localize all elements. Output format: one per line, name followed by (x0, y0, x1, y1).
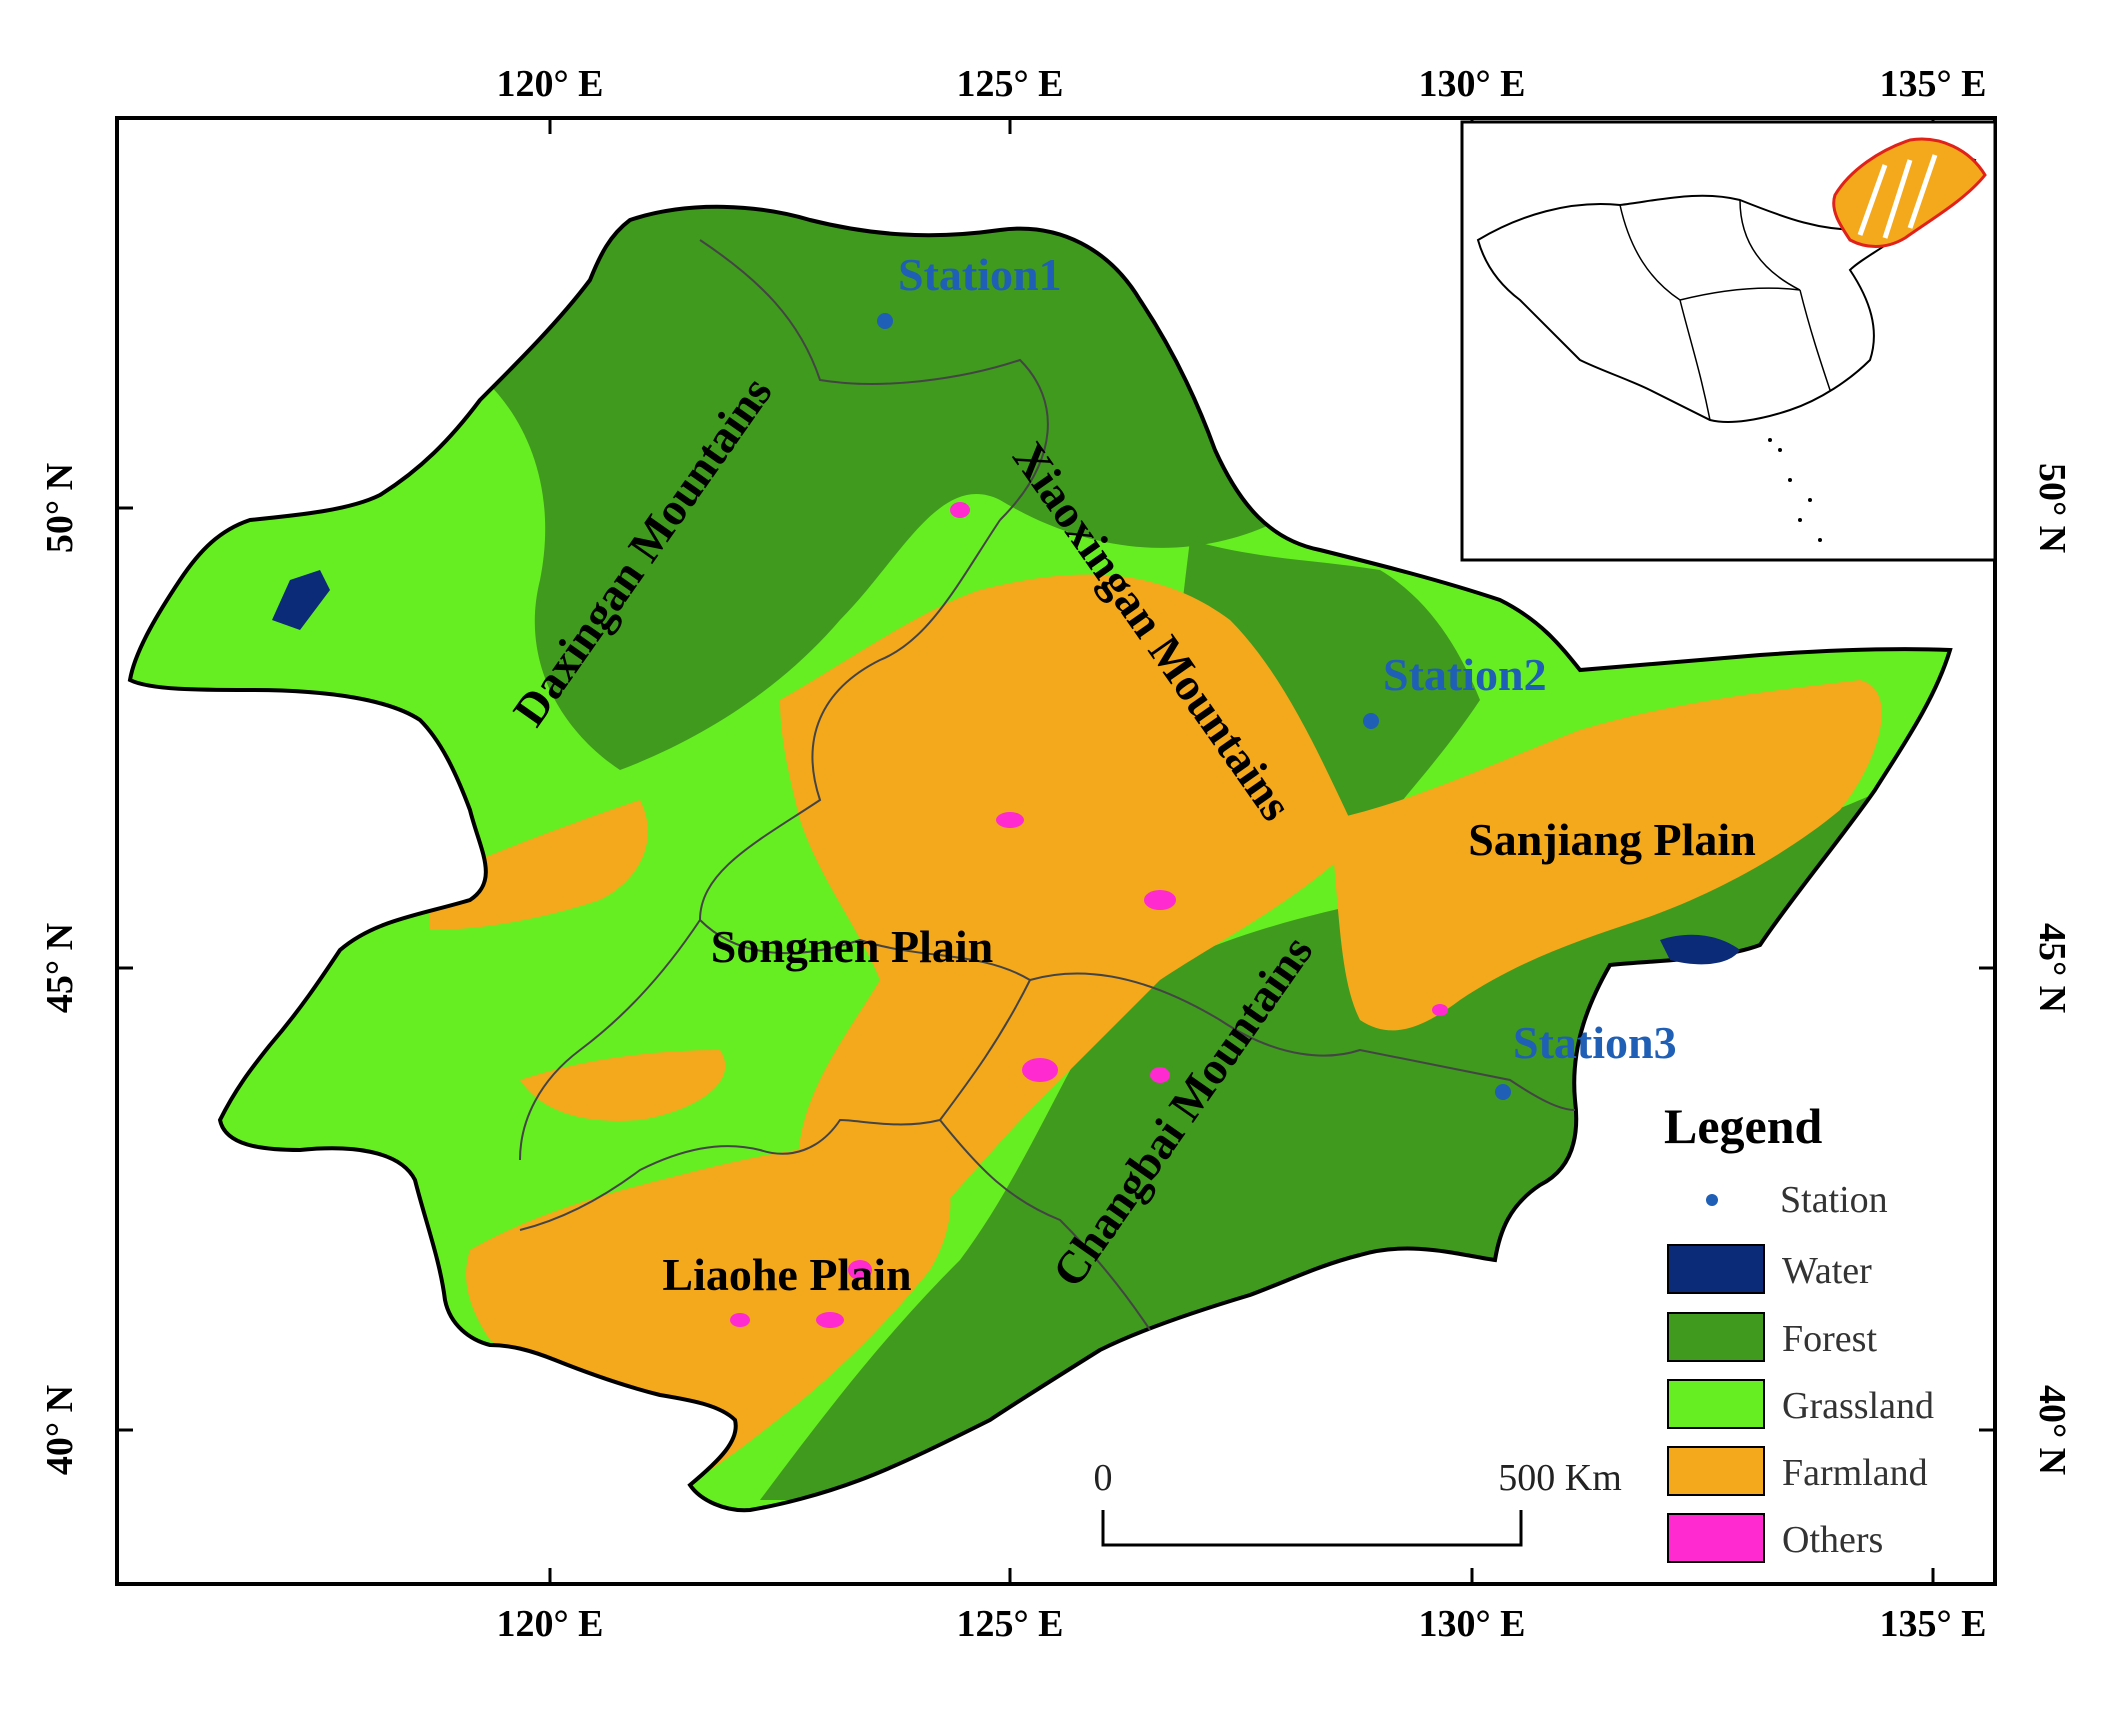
land-outline (127, 204, 1953, 1513)
lon-label-top: 130° E (1418, 63, 1525, 105)
legend: Legend Station Water Forest Grassland Fa… (1664, 1098, 1934, 1563)
china-internal-boundaries (1619, 199, 1831, 421)
legend-label-others: Others (1782, 1519, 1883, 1561)
forest-north (460, 206, 1280, 770)
station-label-1: Station1 (898, 249, 1062, 300)
station-label-3: Station3 (1513, 1017, 1677, 1068)
legend-title: Legend (1664, 1098, 1823, 1154)
farmland-sanjiang (1330, 680, 1882, 1031)
farmland-liaohe (466, 1140, 951, 1502)
northeast-china-highlight (1832, 137, 1987, 248)
lat-label-left: 45° N (39, 923, 81, 1013)
lat-label-right: 45° N (2031, 923, 2073, 1013)
region-label-songnen: Songnen Plain (711, 921, 994, 972)
inset-map (1460, 120, 1997, 562)
legend-swatch-farmland (1667, 1446, 1765, 1496)
station-marker (877, 313, 893, 329)
region-label-liaohe: Liaohe Plain (662, 1249, 911, 1300)
farmland-southwest (520, 1050, 726, 1121)
region-label-sanjiang: Sanjiang Plain (1468, 814, 1756, 865)
station-marker (1363, 713, 1379, 729)
legend-label-grassland: Grassland (1782, 1385, 1934, 1427)
lat-label-right: 40° N (2031, 1385, 2073, 1475)
lon-label-bottom: 125° E (956, 1603, 1063, 1645)
scale-bar-end: 500 Km (1498, 1457, 1622, 1499)
legend-swatch-others (1667, 1513, 1765, 1563)
lat-label-left: 50° N (39, 463, 81, 553)
scale-bar: 0 500 Km (1094, 1457, 1622, 1547)
lon-label-top: 125° E (956, 63, 1063, 105)
hulun-lake (272, 570, 330, 630)
others-patches (730, 502, 1448, 1328)
legend-swatch-forest (1667, 1312, 1765, 1362)
legend-station-label: Station (1780, 1179, 1888, 1221)
scale-bar-start: 0 (1094, 1457, 1113, 1499)
legend-swatch-water (1667, 1244, 1765, 1294)
lat-label-right: 50° N (2031, 463, 2073, 553)
lat-label-left: 40° N (39, 1385, 81, 1475)
highlight-hatching (1857, 154, 1938, 239)
province-boundaries (519, 239, 1576, 1331)
south-china-sea-islands (1768, 438, 1822, 542)
lon-label-bottom: 130° E (1418, 1603, 1525, 1645)
legend-swatch-grassland (1667, 1379, 1765, 1429)
lon-label-top: 135° E (1879, 63, 1986, 105)
khanka-lake (1660, 934, 1740, 965)
farmland-central (780, 574, 1360, 1260)
legend-label-farmland: Farmland (1782, 1452, 1928, 1494)
lon-label-bottom: 135° E (1879, 1603, 1986, 1645)
legend-label-water: Water (1782, 1250, 1872, 1292)
station-label-2: Station2 (1383, 649, 1547, 700)
legend-station-icon (1706, 1194, 1718, 1206)
tick-marks (117, 118, 1995, 1584)
legend-label-forest: Forest (1782, 1318, 1877, 1360)
water-bodies (272, 570, 1740, 965)
scale-bar-line (1101, 1510, 1523, 1547)
china-outline (1476, 150, 1977, 423)
lon-label-bottom: 120° E (496, 1603, 603, 1645)
farmland-west (430, 800, 648, 930)
station-marker (1495, 1084, 1511, 1100)
lon-label-top: 120° E (496, 63, 603, 105)
